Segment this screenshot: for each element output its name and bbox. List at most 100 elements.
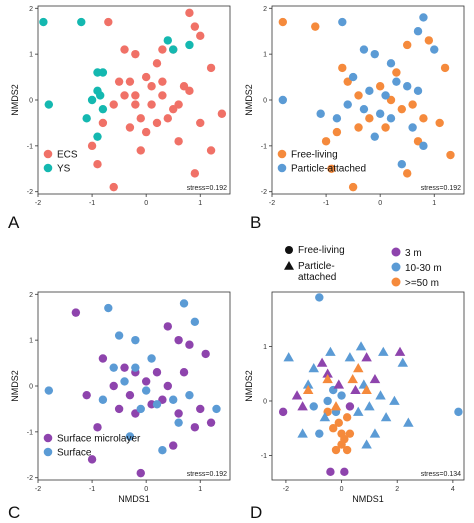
x-axis-label: NMDS1: [118, 494, 150, 504]
y-axis-label: NMDS2: [10, 84, 20, 116]
data-point: [413, 86, 423, 96]
data-point: [327, 164, 336, 173]
data-point: [185, 8, 194, 18]
data-point: [403, 82, 412, 91]
data-point: [375, 109, 385, 118]
data-point: [82, 390, 91, 400]
data-point: [322, 368, 333, 378]
data-point: [334, 418, 343, 427]
legend-line: Free-living: [298, 245, 345, 256]
data-point: [350, 384, 361, 395]
data-point: [77, 17, 86, 27]
legend-swatch: [43, 447, 53, 457]
legend-shape-label: Free-living: [298, 245, 345, 256]
y-tick-label: 2: [29, 6, 33, 13]
data-point: [311, 22, 320, 31]
data-point: [361, 384, 372, 395]
legend-swatch: [43, 433, 53, 443]
data-point: [152, 368, 162, 377]
legend-label: Surface microlayer: [57, 434, 141, 445]
x-tick-label: 0: [340, 486, 344, 493]
data-point: [375, 82, 385, 91]
y-tick-label: 2: [29, 292, 33, 299]
y-tick-label: 0: [263, 98, 267, 105]
stress-value: stress=0.134: [421, 471, 461, 478]
data-point: [163, 322, 173, 331]
y-tick-label: 0: [29, 384, 33, 391]
data-point: [174, 335, 183, 345]
data-point: [169, 441, 178, 450]
data-point: [369, 373, 381, 384]
legend-swatch: [277, 163, 287, 173]
data-point: [325, 346, 336, 356]
data-point: [98, 118, 108, 128]
data-point: [206, 63, 216, 73]
data-point: [120, 377, 129, 386]
data-point: [131, 335, 140, 345]
data-point: [332, 114, 342, 123]
y-tick-label: 0: [263, 398, 267, 405]
series-0: [71, 308, 216, 478]
data-point: [278, 95, 288, 105]
data-point: [359, 45, 369, 54]
data-point: [120, 45, 129, 54]
data-point: [163, 381, 173, 391]
data-point: [190, 317, 200, 327]
x-tick-label: 0: [144, 200, 148, 207]
data-point: [185, 40, 194, 50]
x-tick-label: 1: [198, 486, 202, 493]
data-point: [283, 352, 294, 362]
data-point: [331, 445, 341, 455]
data-point: [114, 331, 124, 340]
legend-color-label: >=50 m: [405, 278, 439, 289]
data-point: [315, 293, 324, 302]
data-point: [152, 400, 162, 409]
data-point: [340, 467, 349, 477]
data-point: [163, 114, 173, 123]
data-point: [361, 352, 372, 362]
data-point: [348, 182, 358, 192]
data-point: [141, 72, 151, 82]
data-point: [315, 429, 324, 438]
x-tick-label: -1: [89, 486, 95, 493]
data-point: [179, 368, 189, 377]
data-point: [196, 404, 205, 414]
y-axis-label: NMDS2: [10, 370, 20, 402]
data-point: [125, 77, 135, 86]
legend-color-label: 3 m: [405, 248, 422, 259]
data-point: [365, 86, 374, 96]
data-point: [338, 63, 347, 73]
legend-line: attached: [298, 272, 336, 283]
legend-shape-swatch: [285, 246, 293, 254]
legend: Surface microlayer Surface: [43, 433, 141, 459]
data-point: [147, 354, 156, 363]
data-point: [430, 45, 439, 54]
data-point: [185, 390, 194, 400]
data-point: [297, 428, 308, 438]
legend-shape-swatch: [284, 261, 294, 270]
legend-swatch: [43, 149, 53, 159]
data-point: [381, 123, 390, 132]
data-point: [44, 386, 54, 395]
data-point: [424, 36, 434, 45]
data-point: [365, 114, 374, 123]
data-point: [120, 363, 129, 372]
data-point: [109, 182, 118, 192]
series-1: [44, 299, 221, 455]
data-point: [378, 346, 389, 356]
data-point: [114, 404, 124, 414]
y-tick-label: 1: [263, 344, 267, 351]
data-point: [185, 86, 194, 96]
data-point: [348, 72, 358, 82]
data-point: [185, 340, 194, 349]
data-point: [190, 169, 200, 178]
data-point: [345, 402, 355, 411]
series-3: [291, 346, 406, 411]
data-point: [125, 432, 135, 441]
legend-label: YS: [57, 164, 71, 175]
data-point: [355, 341, 367, 351]
panel-b: -2 -1 0 1 -2 -1 0 1 2 NMDS2 stress=0.192 B Free-livi…: [244, 5, 465, 232]
data-point: [322, 373, 333, 384]
data-point: [131, 91, 140, 100]
y-axis-label: NMDS2: [244, 84, 254, 116]
